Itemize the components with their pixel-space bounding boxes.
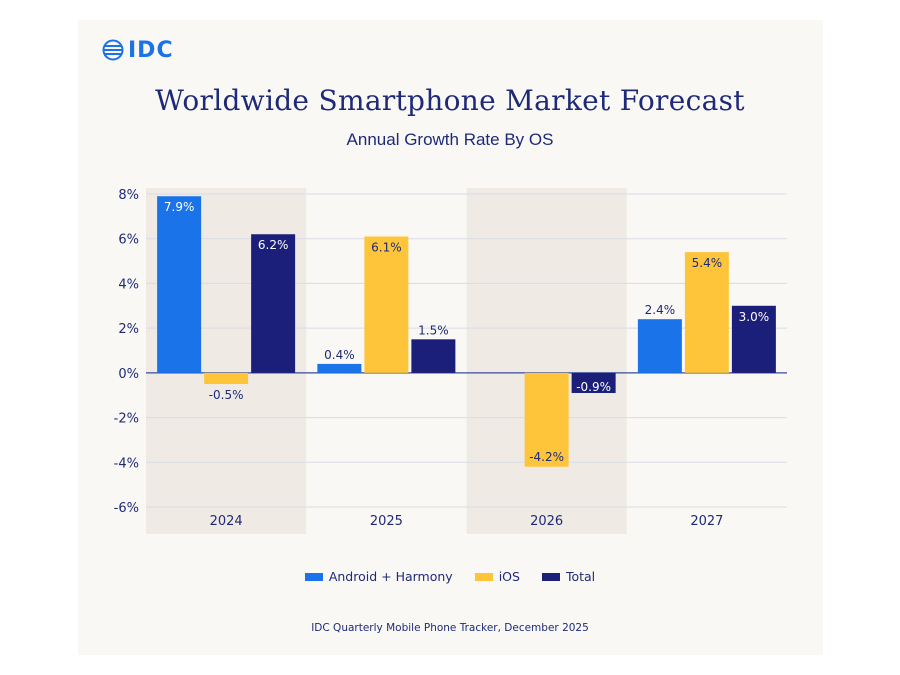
y-tick-label: 4% bbox=[118, 277, 139, 292]
bar-ios-2027 bbox=[684, 252, 729, 373]
bar-ios-2025 bbox=[364, 236, 409, 373]
bar-android-harmony-2027 bbox=[637, 319, 682, 373]
data-label: 6.1% bbox=[371, 240, 402, 254]
legend-swatch-total bbox=[541, 572, 560, 581]
legend: Android + Harmony iOS Total bbox=[0, 569, 900, 584]
data-label: -4.2% bbox=[529, 450, 564, 464]
legend-label-ios: iOS bbox=[498, 569, 520, 584]
y-tick-label: 0% bbox=[118, 367, 139, 382]
y-tick-label: -2% bbox=[114, 412, 139, 427]
data-label: 5.4% bbox=[692, 256, 723, 270]
data-label: -0.9% bbox=[576, 380, 611, 394]
data-label: 1.5% bbox=[418, 323, 449, 337]
bar-ios-2026 bbox=[524, 372, 569, 467]
data-label: 6.2% bbox=[258, 238, 289, 252]
bar-total-2024 bbox=[251, 234, 296, 373]
x-tick-label: 2026 bbox=[530, 514, 563, 529]
legend-label-android: Android + Harmony bbox=[328, 569, 453, 584]
bar-chart: 8% 6% 4% 2% 0% -2% -4% -6% 7.9% -0.5% 6.2% 2024 0.4%… bbox=[114, 188, 787, 534]
x-tick-label: 2027 bbox=[690, 514, 723, 529]
x-tick-label: 2025 bbox=[370, 514, 403, 529]
bar-android-harmony-2024 bbox=[157, 196, 202, 373]
y-tick-label: 2% bbox=[118, 322, 139, 337]
shade-band-2026 bbox=[466, 188, 627, 534]
bar-total-2025 bbox=[411, 339, 456, 373]
bar-total-2026 bbox=[571, 372, 616, 393]
data-label: -0.5% bbox=[209, 388, 244, 402]
y-tick-label: -6% bbox=[114, 501, 139, 516]
data-label: 0.4% bbox=[324, 348, 355, 362]
logo-text: IDC bbox=[128, 37, 174, 63]
bar-total-2027 bbox=[731, 305, 776, 373]
legend-item-total: Total bbox=[541, 569, 596, 584]
chart-title: Worldwide Smartphone Market Forecast bbox=[155, 84, 745, 117]
legend-swatch-ios bbox=[474, 572, 493, 581]
y-tick-label: 8% bbox=[118, 188, 139, 203]
legend-label-total: Total bbox=[565, 569, 596, 584]
data-label: 2.4% bbox=[645, 303, 676, 317]
legend-swatch-android bbox=[304, 572, 323, 581]
data-label: 3.0% bbox=[739, 310, 770, 324]
y-tick-label: 6% bbox=[118, 233, 139, 248]
legend-item-ios: iOS bbox=[474, 569, 520, 584]
legend-item-android: Android + Harmony bbox=[304, 569, 453, 584]
source-note: IDC Quarterly Mobile Phone Tracker, Dece… bbox=[311, 622, 589, 634]
bar-android-harmony-2025 bbox=[317, 363, 362, 373]
idc-logo: IDC bbox=[102, 37, 174, 63]
globe-icon bbox=[102, 39, 124, 61]
chart-subtitle: Annual Growth Rate By OS bbox=[346, 130, 554, 149]
y-tick-label: -4% bbox=[114, 456, 139, 471]
x-tick-label: 2024 bbox=[210, 514, 243, 529]
bar-ios-2024 bbox=[204, 372, 249, 385]
data-label: 7.9% bbox=[164, 200, 195, 214]
